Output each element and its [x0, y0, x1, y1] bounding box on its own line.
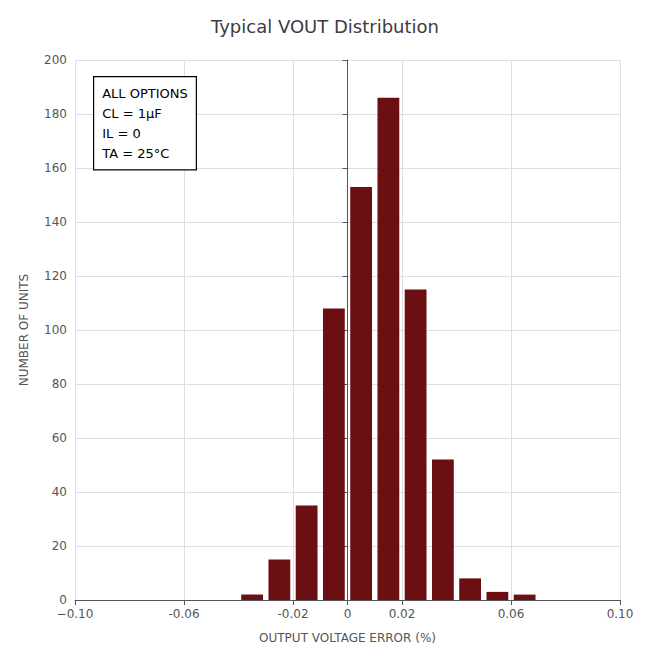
svg-text:120: 120	[44, 269, 67, 283]
svg-text:NUMBER OF UNITS: NUMBER OF UNITS	[17, 274, 31, 387]
svg-text:100: 100	[44, 323, 67, 337]
svg-text:140: 140	[44, 215, 67, 229]
svg-text:40: 40	[52, 485, 67, 499]
svg-text:0: 0	[59, 593, 67, 607]
svg-text:CL = 1μF: CL = 1μF	[102, 106, 162, 121]
svg-text:−0.10: −0.10	[57, 607, 94, 621]
svg-text:-0.02: -0.02	[277, 607, 308, 621]
svg-text:Typical VOUT Distribution: Typical VOUT Distribution	[210, 16, 439, 37]
svg-text:80: 80	[52, 377, 67, 391]
svg-text:180: 180	[44, 107, 67, 121]
svg-text:TA = 25°C: TA = 25°C	[101, 146, 169, 161]
svg-text:200: 200	[44, 53, 67, 67]
svg-text:IL = 0: IL = 0	[102, 126, 141, 141]
svg-text:0.02: 0.02	[389, 607, 416, 621]
svg-text:-0.06: -0.06	[168, 607, 199, 621]
svg-text:0.10: 0.10	[607, 607, 634, 621]
svg-text:0: 0	[344, 607, 352, 621]
svg-text:20: 20	[52, 539, 67, 553]
svg-text:160: 160	[44, 161, 67, 175]
svg-text:0.06: 0.06	[498, 607, 525, 621]
svg-text:OUTPUT VOLTAGE ERROR (%): OUTPUT VOLTAGE ERROR (%)	[259, 631, 436, 645]
svg-text:60: 60	[52, 431, 67, 445]
svg-text:ALL OPTIONS: ALL OPTIONS	[102, 86, 188, 101]
